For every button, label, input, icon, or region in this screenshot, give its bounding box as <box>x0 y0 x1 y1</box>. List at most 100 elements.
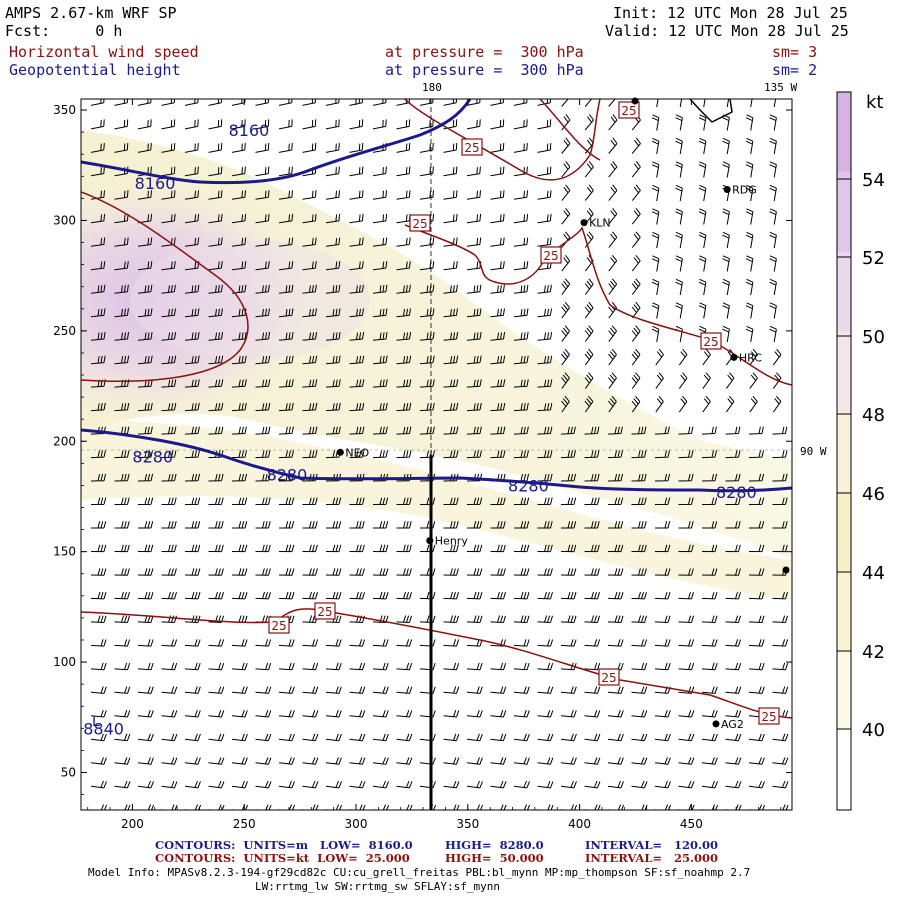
wind-barb <box>278 568 295 576</box>
wind-barb <box>184 662 201 671</box>
svg-text:NEO: NEO <box>345 446 369 459</box>
wind-barb <box>537 780 554 789</box>
wind-barb <box>745 231 754 249</box>
field2-level: at pressure = 300 hPa <box>385 61 584 79</box>
wind-barb <box>749 348 758 366</box>
wind-barb <box>302 591 318 600</box>
wind-barb <box>137 544 154 553</box>
wind-barb <box>302 99 316 106</box>
wind-barb <box>255 591 271 600</box>
wind-barb <box>725 473 741 482</box>
wind-barb <box>372 686 389 694</box>
wind-barb <box>466 591 483 600</box>
station-henry: Henry <box>426 535 468 548</box>
wind-barb <box>678 372 688 389</box>
wind-barb <box>701 426 717 435</box>
wind-barb <box>325 544 342 553</box>
wind-barb <box>184 237 200 247</box>
wind-barb <box>537 473 553 482</box>
wind-barb <box>278 450 294 459</box>
wind-barb <box>490 662 507 671</box>
wind-barb <box>90 426 106 435</box>
colorbar-swatch <box>837 650 851 731</box>
wind-barb <box>561 114 571 131</box>
wind-barb <box>372 119 387 130</box>
wind-barb <box>208 142 223 153</box>
wind-barb <box>396 332 412 341</box>
wind-barb <box>678 544 694 553</box>
wind-barb <box>90 261 106 271</box>
wind-barb <box>631 184 641 201</box>
wind-barb <box>161 261 176 271</box>
forecast-hour: Fcst: 0 h <box>5 22 123 40</box>
colorbar-swatch <box>837 411 851 492</box>
wind-barb <box>466 284 482 294</box>
wind-barb <box>231 99 246 106</box>
wind-barb <box>231 733 248 742</box>
wind-barb <box>490 213 505 224</box>
wind-barb <box>255 355 271 365</box>
wind-barb <box>537 190 552 200</box>
x-tick-label: 250 <box>233 817 256 831</box>
wind-barb <box>349 544 365 553</box>
wind-barb <box>90 757 107 765</box>
wind-barb <box>748 662 765 671</box>
wind-barb <box>537 142 552 153</box>
wind-barb <box>208 450 224 459</box>
wind-barb <box>137 190 152 200</box>
wind-barb <box>325 639 342 647</box>
wind-barb <box>231 568 248 576</box>
wind-barb <box>325 426 341 435</box>
wind-barb <box>584 804 601 810</box>
wind-barb <box>537 426 553 435</box>
wind-barb <box>631 733 648 742</box>
wind-barb <box>161 450 177 459</box>
wind-barb <box>560 568 577 576</box>
wind-barb <box>114 521 130 529</box>
wind-barb <box>772 804 789 810</box>
wind-barb <box>745 137 754 155</box>
wind-barb <box>490 544 506 553</box>
wind-barb <box>184 710 201 718</box>
wind-barb <box>349 521 365 529</box>
wind-barb <box>419 237 435 247</box>
wind-barb <box>490 332 506 341</box>
height-label: 8280 <box>716 483 757 502</box>
wind-barb <box>208 379 224 388</box>
x-tick-label: 450 <box>680 817 703 831</box>
wind-barb <box>372 402 388 412</box>
wind-barb <box>678 710 695 718</box>
isotach-25-label: 25 <box>700 332 722 350</box>
wind-barb <box>631 686 648 694</box>
wind-barb <box>137 119 152 130</box>
wind-barb <box>560 686 577 694</box>
wind-barb <box>722 255 730 272</box>
wind-barb <box>537 166 552 177</box>
wind-barb <box>114 568 130 576</box>
wind-barb <box>490 402 506 412</box>
wind-barb <box>419 733 436 742</box>
isotach-25-label: 25 <box>540 246 562 264</box>
wind-barb <box>302 332 318 341</box>
wind-barb <box>513 497 530 505</box>
wind-barb <box>560 639 577 647</box>
wind-barb <box>161 166 176 177</box>
wind-barb <box>114 284 129 294</box>
wind-barb <box>560 473 577 482</box>
wind-barb <box>702 521 718 529</box>
wind-barb <box>490 261 505 271</box>
wind-barb <box>302 402 318 412</box>
wind-barb <box>231 686 248 694</box>
wind-barb <box>466 710 483 718</box>
wind-barb <box>749 372 758 389</box>
wind-barb <box>701 780 718 789</box>
wind-barb <box>701 662 718 671</box>
wind-barb <box>114 780 131 789</box>
wind-barb <box>675 325 683 343</box>
station-dot <box>782 566 790 574</box>
height-label: 8280 <box>132 448 173 467</box>
wind-barb <box>584 591 600 600</box>
wind-barb <box>419 710 436 718</box>
wind-barb <box>772 639 789 647</box>
wind-barb <box>137 591 154 600</box>
